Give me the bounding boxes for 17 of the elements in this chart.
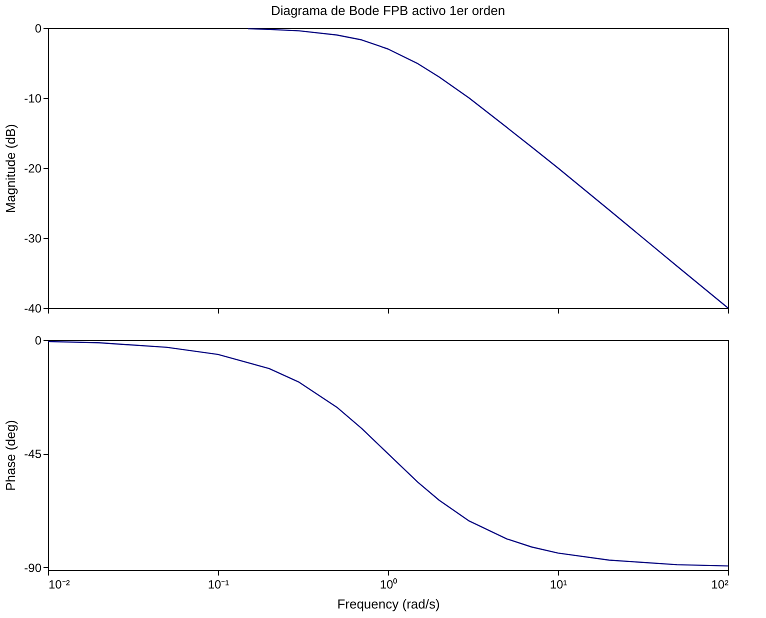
y-tick-label: -40 xyxy=(24,302,42,316)
y-tick-label: -45 xyxy=(24,447,42,462)
x-axis-title: Frequency (rad/s) xyxy=(337,596,440,612)
x-tick-label: 10² xyxy=(711,578,729,592)
y-tick-label: -20 xyxy=(24,162,42,176)
x-tick-label: 10⁻² xyxy=(48,578,70,592)
y-tick-label: 0 xyxy=(34,22,42,36)
y-axis-title: Phase (deg) xyxy=(3,420,18,491)
y-tick-label: -30 xyxy=(24,232,42,246)
x-tick-label: 10⁻¹ xyxy=(208,578,230,592)
y-tick-label: -90 xyxy=(24,560,42,575)
x-tick-label: 10⁰ xyxy=(380,578,398,592)
x-tick-label: 10¹ xyxy=(550,578,568,592)
chart-title: Diagrama de Bode FPB activo 1er orden xyxy=(270,3,506,18)
y-axis-title: Magnitude (dB) xyxy=(3,124,18,213)
y-tick-label: 0 xyxy=(34,334,42,348)
y-tick-label: -10 xyxy=(24,92,42,106)
